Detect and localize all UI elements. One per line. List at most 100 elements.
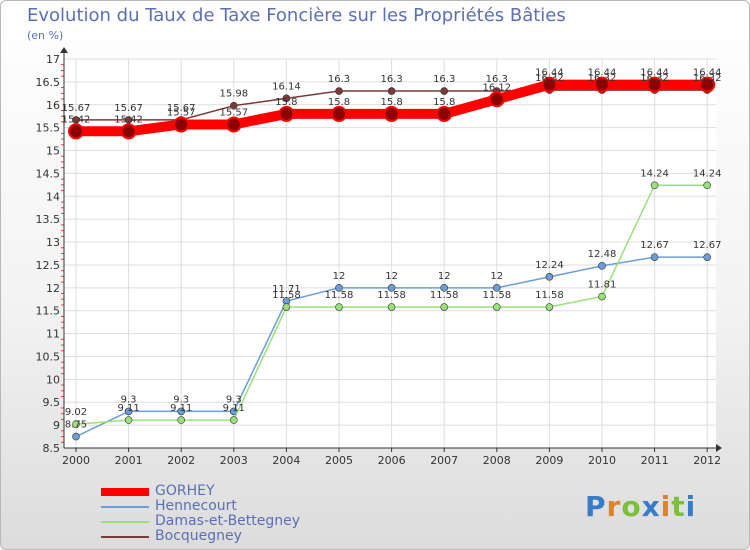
data-label-damas-et-bettegney: 11.58: [430, 290, 459, 301]
y-tick-label: 9.5: [43, 396, 61, 409]
data-label-bocquegney: 15.67: [62, 103, 91, 114]
data-label-bocquegney: 16.32: [640, 73, 669, 84]
data-label-gorhey: 16.44: [640, 68, 669, 79]
data-point-hennecourt: [545, 273, 554, 281]
y-tick-label: 16: [46, 99, 60, 112]
logo-letter: i: [685, 490, 697, 523]
data-point-hennecourt: [598, 262, 606, 270]
data-point-hennecourt: [440, 284, 449, 292]
y-tick-label: 10: [46, 373, 60, 386]
legend-item-bocquegney: Bocquegney: [101, 529, 300, 544]
data-label-gorhey: 15.8: [275, 97, 297, 108]
data-label-damas-et-bettegney: 9.02: [65, 407, 87, 418]
data-label-gorhey: 16.44: [693, 68, 722, 79]
data-label-hennecourt: 12: [438, 271, 451, 282]
proxiti-logo: Proxiti: [585, 490, 696, 523]
data-label-bocquegney: 16.32: [535, 73, 564, 84]
data-label-hennecourt: 9.3: [173, 394, 189, 405]
data-point-hennecourt: [650, 253, 659, 261]
data-label-hennecourt: 9.3: [226, 394, 242, 405]
y-tick-label: 13: [46, 236, 60, 249]
legend-item-hennecourt: Hennecourt: [101, 499, 300, 514]
data-point-gorhey: [541, 76, 558, 93]
data-point-hennecourt: [703, 253, 712, 261]
x-tick-label: 2000: [62, 454, 90, 467]
y-tick-label: 15.5: [36, 122, 61, 135]
data-label-bocquegney: 16.32: [693, 73, 722, 84]
logo-letter: t: [671, 490, 686, 523]
data-point-hennecourt: [72, 432, 80, 441]
x-tick-label: 2005: [325, 454, 353, 467]
data-point-bocquegney: [335, 87, 343, 95]
data-label-hennecourt: 9.3: [121, 394, 137, 405]
x-tick-label: 2002: [167, 454, 195, 467]
x-tick-label: 2004: [272, 454, 300, 467]
chart-title: Evolution du Taux de Taxe Foncière sur l…: [27, 5, 566, 26]
y-tick-label: 12.5: [36, 259, 61, 272]
data-point-hennecourt: [124, 407, 133, 416]
data-label-gorhey: 16.44: [588, 68, 617, 79]
data-label-bocquegney: 16.3: [486, 74, 508, 85]
data-label-gorhey: 16.44: [535, 68, 564, 79]
data-label-damas-et-bettegney: 11.58: [377, 290, 406, 301]
data-label-hennecourt: 12: [385, 271, 398, 282]
data-point-damas-et-bettegney: [230, 416, 238, 424]
y-tick-label: 14: [46, 190, 60, 203]
data-point-gorhey: [68, 123, 84, 140]
legend-swatch: [101, 505, 149, 508]
data-label-damas-et-bettegney: 9.11: [223, 403, 245, 414]
y-tick-label: 9: [53, 419, 60, 432]
data-label-bocquegney: 16.3: [328, 74, 350, 85]
data-label-damas-et-bettegney: 11.58: [325, 290, 354, 301]
y-tick-label: 11.5: [36, 305, 61, 318]
data-label-gorhey: 15.8: [433, 97, 455, 108]
data-point-gorhey: [436, 105, 453, 122]
data-point-damas-et-bettegney: [650, 181, 659, 190]
data-label-damas-et-bettegney: 9.11: [117, 403, 139, 414]
data-label-gorhey: 15.57: [167, 107, 196, 118]
logo-letter: x: [641, 490, 661, 523]
data-label-bocquegney: 15.67: [114, 103, 143, 114]
y-tick-label: 16.5: [36, 76, 61, 89]
legend-label: Bocquegney: [155, 528, 242, 544]
data-label-damas-et-bettegney: 14.24: [640, 168, 669, 179]
logo-letter: P: [585, 490, 607, 523]
legend-label: Damas-et-Bettegney: [155, 513, 301, 529]
legend-item-damas-et-bettegney: Damas-et-Bettegney: [101, 514, 300, 529]
y-tick-label: 14.5: [36, 167, 61, 180]
y-axis-arrow: [60, 47, 68, 53]
x-tick-label: 2006: [378, 454, 406, 467]
data-label-damas-et-bettegney: 11.81: [588, 280, 617, 291]
data-point-damas-et-bettegney: [282, 303, 291, 311]
data-label-gorhey: 15.57: [219, 107, 248, 118]
x-tick-label: 2007: [430, 454, 458, 467]
legend-swatch: [101, 520, 149, 523]
data-point-gorhey: [278, 105, 295, 122]
data-point-gorhey: [173, 116, 190, 133]
y-tick-label: 13.5: [36, 213, 61, 226]
data-label-damas-et-bettegney: 11.58: [535, 290, 564, 301]
data-label-bocquegney: 16.14: [272, 81, 301, 92]
data-label-hennecourt: 8.75: [65, 420, 87, 431]
data-point-gorhey: [646, 76, 663, 93]
data-point-gorhey: [225, 116, 242, 133]
data-point-damas-et-bettegney: [492, 303, 501, 311]
data-label-damas-et-bettegney: 11.58: [482, 290, 511, 301]
data-label-gorhey: 15.42: [62, 114, 91, 125]
data-point-damas-et-bettegney: [598, 292, 606, 301]
data-point-damas-et-bettegney: [335, 303, 343, 311]
data-point-hennecourt: [492, 284, 501, 292]
legend-label: GORHEY: [155, 483, 215, 499]
data-label-gorhey: 16.12: [482, 82, 511, 93]
data-point-damas-et-bettegney: [177, 416, 185, 424]
x-axis-arrow: [716, 444, 722, 452]
x-tick-label: 2012: [693, 454, 721, 467]
data-label-hennecourt: 12: [490, 271, 503, 282]
data-label-hennecourt: 12.24: [535, 260, 564, 271]
data-point-damas-et-bettegney: [703, 181, 712, 190]
data-point-gorhey: [594, 76, 610, 93]
data-label-gorhey: 15.8: [328, 97, 350, 108]
data-label-gorhey: 15.8: [380, 97, 402, 108]
